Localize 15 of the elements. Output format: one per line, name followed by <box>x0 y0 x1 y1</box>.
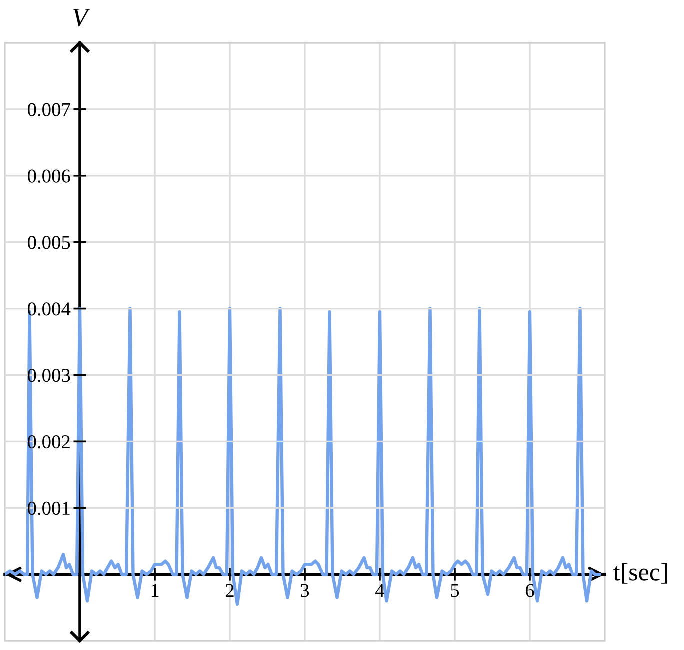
y-tick-label: 0.001 <box>28 502 70 516</box>
x-axis-title: t[sec] <box>614 563 667 584</box>
y-tick-label: 0.007 <box>28 103 70 116</box>
x-tick-label: 2 <box>226 584 234 598</box>
y-tick-label: 0.003 <box>28 369 70 382</box>
x-tick-label: 1 <box>152 584 159 598</box>
y-tick-label: 0.004 <box>28 302 71 316</box>
y-tick-label: 0.006 <box>28 170 70 183</box>
x-tick-label: 5 <box>451 584 460 598</box>
x-tick-label: 4 <box>376 584 385 598</box>
y-tick-label: 0.005 <box>28 236 70 250</box>
x-tick-label: 3 <box>301 584 310 598</box>
x-tick-label: 6 <box>526 584 534 598</box>
y-axis-title: V <box>73 8 91 27</box>
y-tick-label: 0.002 <box>28 435 70 449</box>
